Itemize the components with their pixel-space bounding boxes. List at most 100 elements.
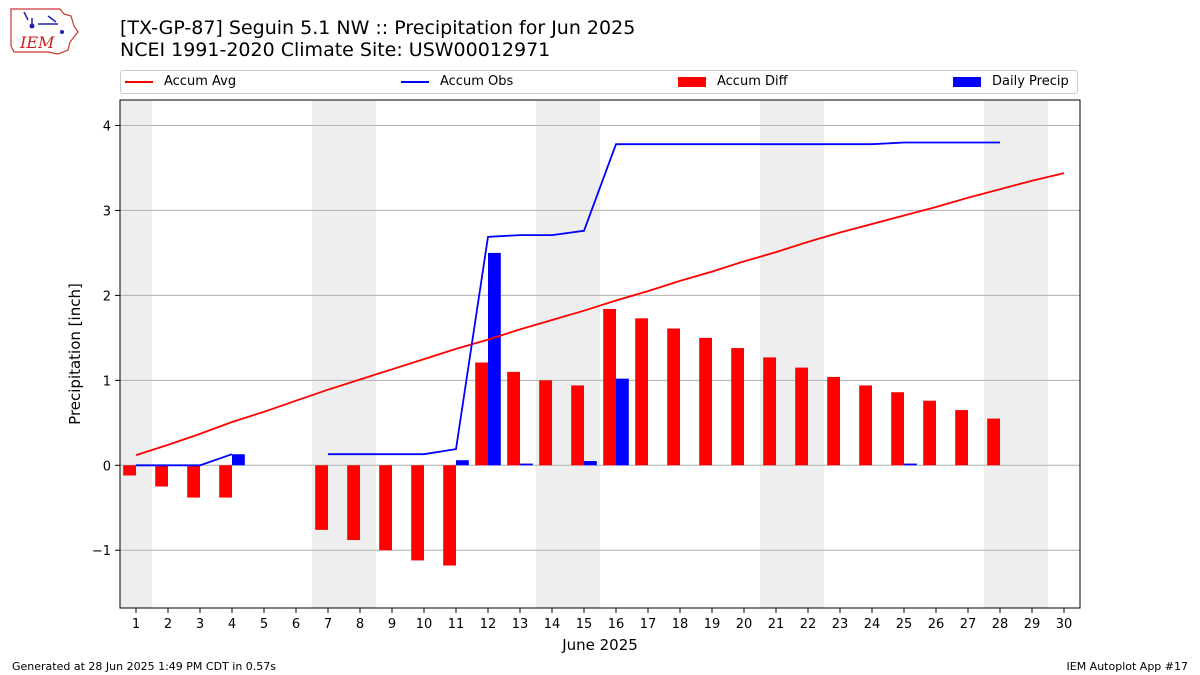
x-tick-label-14: 14 xyxy=(544,617,561,632)
bar-daily-precip-day-15 xyxy=(584,461,597,466)
bar-accum-diff-day-11 xyxy=(443,465,456,566)
bar-accum-diff-day-25 xyxy=(891,392,904,466)
bar-accum-diff-day-17 xyxy=(635,318,648,466)
x-tick-label-23: 23 xyxy=(832,617,849,632)
x-tick-label-18: 18 xyxy=(672,617,689,632)
x-axis: 1 2 3 4 5 6 7 8 9 10 11 12 13 14 15 16 17 18 19 20 21 22 23 24 2… xyxy=(132,608,1072,632)
chart-title: [TX-GP-87] Seguin 5.1 NW :: Precipitatio… xyxy=(120,17,636,39)
x-tick-label-6: 6 xyxy=(292,617,300,632)
bar-accum-diff-day-9 xyxy=(379,465,392,551)
y-axis: −1 0 1 2 3 4 xyxy=(92,119,120,559)
x-tick-label-17: 17 xyxy=(640,617,657,632)
x-tick-label-13: 13 xyxy=(512,617,529,632)
y-tick-label--1: −1 xyxy=(92,544,111,559)
legend-swatch-accum-avg xyxy=(125,80,153,83)
legend-label-accum-diff: Accum Diff xyxy=(717,74,788,89)
x-tick-label-19: 19 xyxy=(704,617,721,632)
footer-app-id: IEM Autoplot App #17 xyxy=(1066,660,1189,673)
x-tick-label-10: 10 xyxy=(416,617,433,632)
x-tick-label-29: 29 xyxy=(1024,617,1041,632)
x-tick-label-22: 22 xyxy=(800,617,817,632)
weekend-band-4 xyxy=(984,100,1048,608)
legend-item-accum-diff: Accum Diff xyxy=(678,74,788,89)
bar-accum-diff-day-26 xyxy=(923,400,936,466)
bar-daily-precip-day-11 xyxy=(456,460,469,466)
weekend-band-0 xyxy=(120,100,152,608)
x-tick-label-25: 25 xyxy=(896,617,913,632)
bars xyxy=(123,252,1000,566)
weekend-shading xyxy=(120,100,1048,608)
iem-logo: IEM xyxy=(10,8,79,55)
x-tick-label-9: 9 xyxy=(388,617,396,632)
bar-accum-diff-day-14 xyxy=(539,380,552,466)
bar-accum-diff-day-18 xyxy=(667,328,680,466)
x-tick-label-5: 5 xyxy=(260,617,268,632)
bar-accum-diff-day-21 xyxy=(763,357,776,466)
bar-daily-precip-day-4 xyxy=(232,454,245,466)
line-accum-obs xyxy=(136,141,1000,467)
legend-item-daily-precip: Daily Precip xyxy=(953,74,1069,89)
y-tick-label-4: 4 xyxy=(103,119,111,134)
legend-swatch-accum-diff xyxy=(678,76,706,87)
x-tick-label-15: 15 xyxy=(576,617,593,632)
bar-accum-diff-day-24 xyxy=(859,385,872,466)
x-tick-label-27: 27 xyxy=(960,617,977,632)
x-tick-label-16: 16 xyxy=(608,617,625,632)
bar-accum-diff-day-2 xyxy=(155,465,168,487)
bar-accum-diff-day-10 xyxy=(411,465,424,561)
x-tick-label-30: 30 xyxy=(1056,617,1073,632)
x-tick-label-4: 4 xyxy=(228,617,236,632)
chart-subtitle: NCEI 1991-2020 Climate Site: USW00012971 xyxy=(120,39,551,61)
y-tick-label-0: 0 xyxy=(103,459,111,474)
bar-daily-precip-day-13 xyxy=(520,463,533,466)
bar-accum-diff-day-22 xyxy=(795,367,808,466)
y-tick-label-3: 3 xyxy=(103,204,111,219)
series-lines xyxy=(135,141,1065,467)
bar-daily-precip-day-12 xyxy=(488,252,501,466)
legend-label-daily-precip: Daily Precip xyxy=(992,74,1069,89)
x-tick-label-24: 24 xyxy=(864,617,881,632)
bar-daily-precip-day-25 xyxy=(904,463,917,466)
x-tick-label-26: 26 xyxy=(928,617,945,632)
bar-accum-diff-day-27 xyxy=(955,410,968,466)
weekend-band-1 xyxy=(312,100,376,608)
legend-item-accum-avg: Accum Avg xyxy=(125,74,236,89)
bar-accum-diff-day-20 xyxy=(731,348,744,466)
legend: Accum Avg Accum Obs Accum Diff Daily Pre… xyxy=(120,70,1078,94)
x-tick-label-7: 7 xyxy=(324,617,332,632)
x-tick-label-3: 3 xyxy=(196,617,204,632)
legend-label-accum-avg: Accum Avg xyxy=(164,74,237,89)
y-tick-label-1: 1 xyxy=(103,374,111,389)
legend-swatch-accum-obs xyxy=(401,80,429,83)
bar-accum-diff-day-4 xyxy=(219,465,232,498)
plot-frame xyxy=(119,99,1081,609)
bar-accum-diff-day-19 xyxy=(699,337,712,466)
bar-accum-diff-day-3 xyxy=(187,465,200,498)
line-accum-avg xyxy=(135,172,1065,456)
x-tick-label-1: 1 xyxy=(132,617,140,632)
x-tick-label-12: 12 xyxy=(480,617,497,632)
legend-item-accum-obs: Accum Obs xyxy=(401,74,513,89)
legend-swatch-daily-precip xyxy=(953,76,981,87)
x-tick-label-2: 2 xyxy=(164,617,172,632)
bar-accum-diff-day-12 xyxy=(475,362,488,466)
x-axis-label: June 2025 xyxy=(561,636,638,654)
x-tick-label-21: 21 xyxy=(768,617,785,632)
bar-accum-diff-day-23 xyxy=(827,376,840,466)
y-tick-label-2: 2 xyxy=(103,289,111,304)
bar-accum-diff-day-1 xyxy=(123,465,136,476)
bar-accum-diff-day-8 xyxy=(347,465,360,541)
x-tick-label-8: 8 xyxy=(356,617,364,632)
bar-accum-diff-day-16 xyxy=(603,308,616,466)
x-tick-label-20: 20 xyxy=(736,617,753,632)
legend-label-accum-obs: Accum Obs xyxy=(440,74,514,89)
x-tick-label-11: 11 xyxy=(448,617,465,632)
logo-text: IEM xyxy=(19,33,55,52)
x-tick-label-28: 28 xyxy=(992,617,1009,632)
weekend-band-3 xyxy=(760,100,824,608)
bar-accum-diff-day-28 xyxy=(987,418,1000,466)
bar-daily-precip-day-16 xyxy=(616,378,629,466)
y-axis-label: Precipitation [inch] xyxy=(66,283,84,425)
footer-generated: Generated at 28 Jun 2025 1:49 PM CDT in … xyxy=(12,660,277,673)
